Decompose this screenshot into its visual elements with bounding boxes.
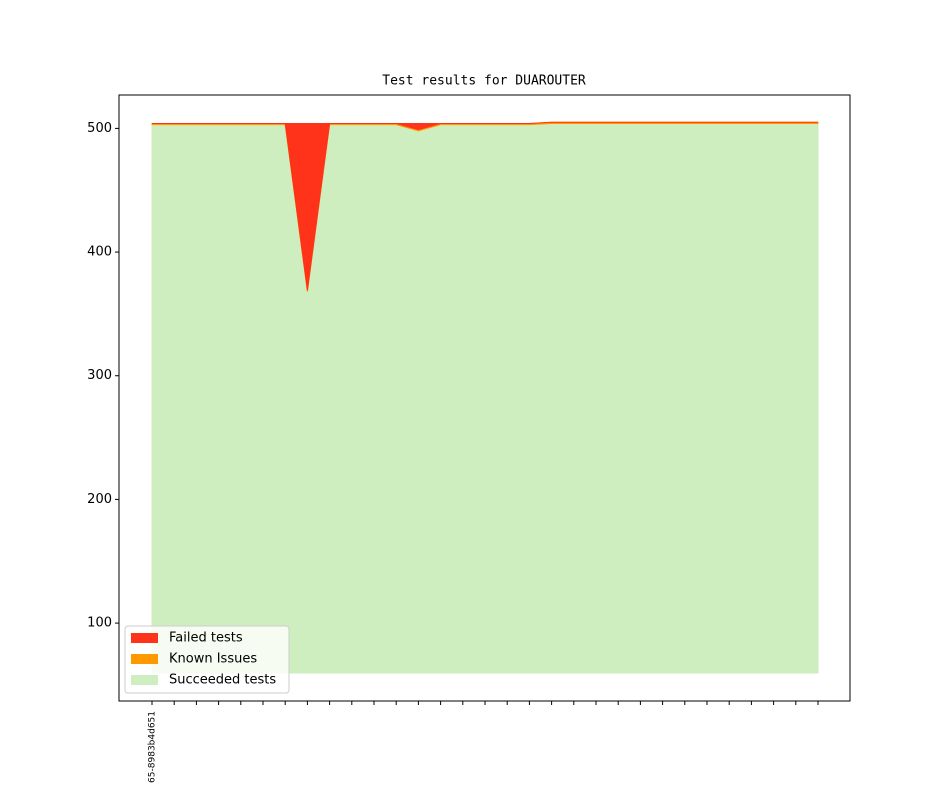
legend: Failed tests Known Issues Succeeded tests bbox=[124, 625, 290, 694]
legend-swatch bbox=[131, 675, 158, 685]
y-tick-label: 200 bbox=[87, 492, 112, 507]
y-tick-label: 300 bbox=[87, 368, 112, 383]
legend-label: Succeeded tests bbox=[169, 673, 276, 688]
x-tick-label: 65-8983b4d651 bbox=[148, 711, 158, 783]
y-tick-label: 500 bbox=[87, 121, 112, 136]
area bbox=[151, 122, 819, 674]
area bbox=[152, 121, 818, 291]
legend-swatch bbox=[131, 633, 158, 643]
y-tick-label: 400 bbox=[87, 245, 112, 260]
y-tick-label: 100 bbox=[87, 616, 112, 631]
legend-swatch bbox=[131, 654, 158, 664]
legend-box bbox=[124, 625, 290, 694]
legend-label: Known Issues bbox=[169, 652, 257, 667]
chart-title: Test results for DUAROUTER bbox=[382, 74, 586, 89]
legend-label: Failed tests bbox=[169, 631, 243, 646]
